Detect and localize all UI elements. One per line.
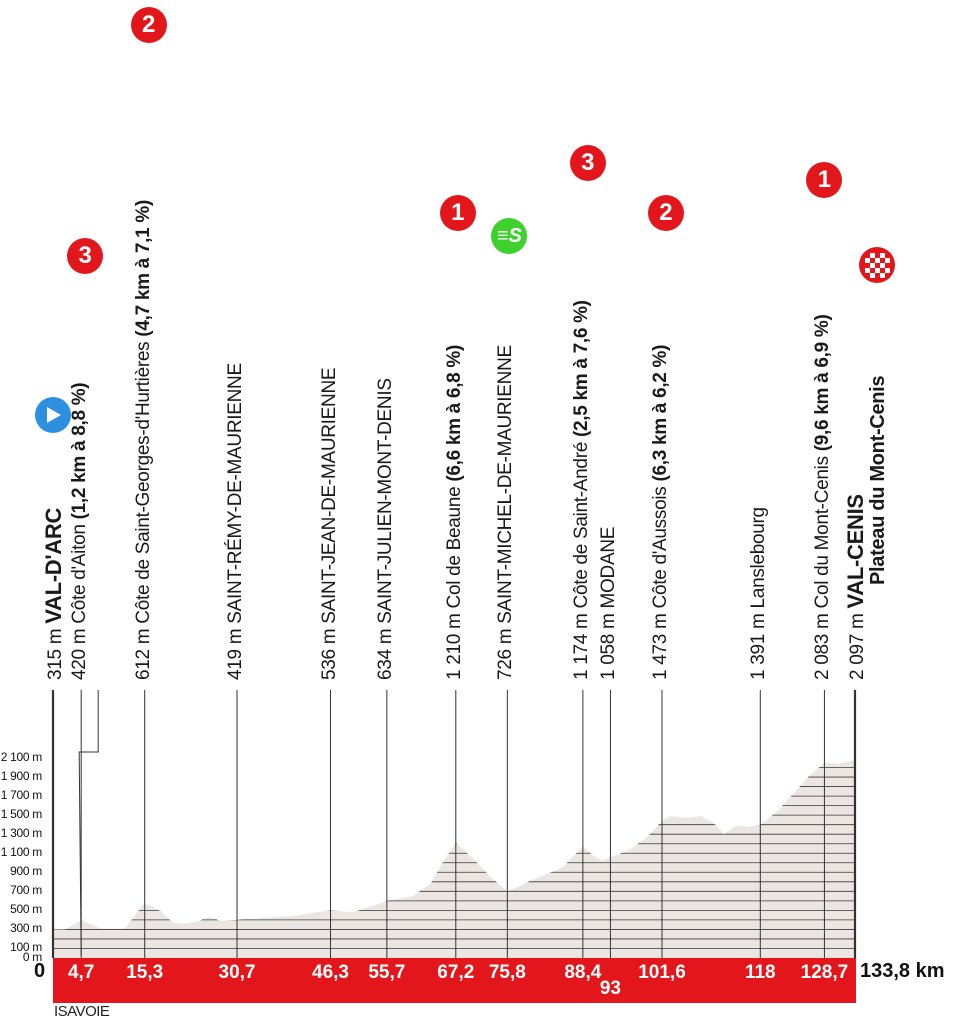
km-tick-label: 4,7 [67,962,95,983]
waypoint-label: 1 058 m MODANE [598,526,620,680]
km-tick-label: 93 [599,978,622,999]
climb-category-badge: 1 [439,195,476,231]
waypoint-label: 315 m VAL-D'ARC [41,507,66,680]
y-tick-label: 2 100 m [0,750,43,764]
y-tick-label: 1 300 m [0,826,43,841]
waypoint-label: 419 m SAINT-RÉMY-DE-MAURIENNE [225,363,247,680]
km-tick-label: 55,7 [368,962,406,983]
km-tick-label: 30,7 [218,962,256,983]
y-tick-label: 700 m [10,883,42,898]
waypoint-label: 1 391 m Lanslebourg [748,507,770,680]
waypoint-label: 536 m SAINT-JEAN-DE-MAURIENNE [318,367,340,680]
sprint-icon: ≡S [491,218,528,254]
start-icon [35,397,71,433]
climb-category-badge: 2 [647,195,684,231]
y-tick-label: 300 m [10,921,42,936]
km-tick-label: 15,3 [126,962,164,983]
waypoint-label: 726 m SAINT-MICHEL-DE-MAURIENNE [495,345,517,680]
waypoint-label: 2 083 m Col du Mont-Cenis (9,6 km à 6,9 … [812,314,834,680]
waypoint-label: 1 174 m Côte de Saint-André (2,5 km à 7,… [570,300,592,680]
origin-label: 0 [34,960,46,982]
y-tick-label: 1 500 m [0,807,43,822]
distance-bar [53,958,856,1003]
waypoint-label: 1 473 m Côte d'Aussois (6,3 km à 6,2 %) [649,344,671,680]
y-tick-label: 1 900 m [0,769,43,784]
finish-flag-icon [859,247,895,283]
department-label: ISAVOIE [54,1003,110,1020]
km-tick-label: 46,3 [312,962,350,983]
y-tick-label: 1 700 m [0,788,43,803]
climb-category-badge: 3 [569,145,606,181]
climb-category-badge: 1 [806,162,843,198]
elevation-area [53,759,855,958]
y-tick-label: 100 m [10,940,42,955]
total-distance-label: 133,8 km [860,960,945,982]
km-tick-label: 88,4 [564,962,602,983]
y-tick-label: 500 m [10,902,42,917]
waypoint-label: 1 210 m Col de Beaune (6,6 km à 6,8 %) [443,344,465,680]
y-tick-label: 900 m [10,864,42,879]
waypoint-label: 2 097 m VAL-CENIS [843,494,868,680]
waypoint-label: 420 m Côte d'Aiton (1,2 km à 8,8 %) [69,382,91,680]
km-tick-label: 67,2 [437,962,475,983]
waypoint-label: 612 m Côte de Saint-Georges-d'Hurtières … [132,199,154,680]
km-tick-label: 118 [744,962,776,983]
finish-subtitle: Plateau du Mont-Cenis [867,375,889,585]
climb-category-badge: 3 [67,238,104,274]
y-tick-label: 0 m [22,950,42,964]
y-tick-label: 1 100 m [0,845,43,860]
climb-category-badge: 2 [130,7,167,43]
km-tick-label: 128,7 [800,962,849,983]
waypoint-label: 634 m SAINT-JULIEN-MONT-DENIS [374,378,396,680]
km-tick-label: 75,8 [488,962,526,983]
km-tick-label: 101,6 [638,962,686,983]
